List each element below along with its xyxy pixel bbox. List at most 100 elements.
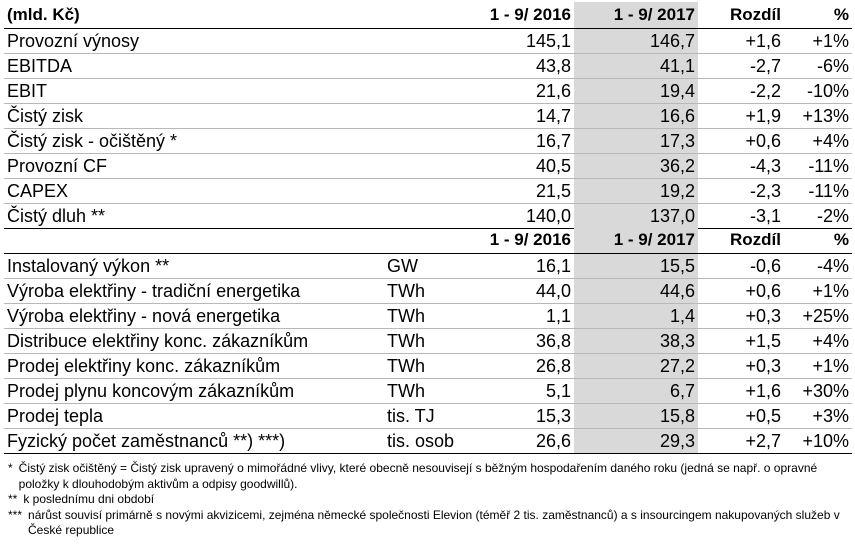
value-2017: 41,1: [574, 53, 698, 79]
footnote-text: k poslednímu dni období: [23, 492, 155, 506]
value-pct: -11%: [784, 153, 852, 179]
table-row: Provozní CF 40,5 36,2 -4,3 -11%: [4, 153, 852, 179]
row-unit: TWh: [384, 303, 474, 329]
table-row: Instalovaný výkon ** GW 16,1 15,5 -0,6 -4%: [4, 253, 852, 279]
value-diff: +1,5: [698, 328, 784, 354]
value-pct: +30%: [784, 378, 852, 404]
row-label: Prodej plynu koncovým zákazníkům: [4, 378, 384, 404]
row-unit: tis. TJ: [384, 403, 474, 429]
value-diff: -2,2: [698, 78, 784, 104]
value-diff: +2,7: [698, 428, 784, 454]
footnote-text: nárůst souvisí primárně s novými akvizic…: [28, 507, 840, 538]
value-2017: 146,7: [574, 28, 698, 54]
row-label: Výroba elektřiny - nová energetika: [4, 303, 384, 329]
row-unit: TWh: [384, 353, 474, 379]
row-unit: TWh: [384, 328, 474, 354]
row-label: Čistý zisk: [4, 103, 474, 129]
table-row: Prodej plynu koncovým zákazníkům TWh 5,1 6,…: [4, 378, 852, 404]
pct-header: %: [784, 227, 852, 254]
value-pct: +10%: [784, 428, 852, 454]
unit-header: (mld. Kč): [4, 2, 474, 29]
value-pct: +13%: [784, 103, 852, 129]
value-diff: -2,3: [698, 178, 784, 204]
value-2017: 17,3: [574, 128, 698, 154]
row-label: Instalovaný výkon **: [4, 253, 384, 279]
footnote-mark: *: [8, 461, 13, 475]
value-diff: -0,6: [698, 253, 784, 279]
value-pct: +1%: [784, 278, 852, 304]
value-2016: 43,8: [474, 53, 574, 79]
footnote-mark: ***: [8, 507, 23, 522]
value-pct: +4%: [784, 128, 852, 154]
row-label: Prodej tepla: [4, 403, 384, 429]
row-label: Čistý zisk - očištěný *: [4, 128, 474, 154]
value-2016: 15,3: [474, 403, 574, 429]
value-2016: 16,1: [474, 253, 574, 279]
table-row: Fyzický počet zaměstnanců **) ***) tis. o…: [4, 428, 852, 454]
value-2017: 137,0: [574, 203, 698, 229]
footnote: * Čistý zisk očištěný = Čistý zisk uprave…: [8, 461, 848, 492]
col-2017-header: 1 - 9/ 2017: [574, 227, 698, 254]
value-pct: -6%: [784, 53, 852, 79]
row-label: Provozní výnosy: [4, 28, 474, 54]
value-2017: 44,6: [574, 278, 698, 304]
value-pct: +4%: [784, 328, 852, 354]
value-2016: 16,7: [474, 128, 574, 154]
row-label: CAPEX: [4, 178, 474, 204]
value-diff: -3,1: [698, 203, 784, 229]
value-2017: 19,2: [574, 178, 698, 204]
footnote: *** nárůst souvisí primárně s novými akvi…: [8, 508, 848, 539]
value-diff: +1,6: [698, 28, 784, 54]
table-row: CAPEX 21,5 19,2 -2,3 -11%: [4, 178, 852, 204]
value-2016: 1,1: [474, 303, 574, 329]
value-2016: 14,7: [474, 103, 574, 129]
footnote: ** k poslednímu dni období: [8, 492, 848, 508]
value-2017: 1,4: [574, 303, 698, 329]
value-pct: -10%: [784, 78, 852, 104]
value-diff: +0,3: [698, 303, 784, 329]
value-2017: 19,4: [574, 78, 698, 104]
row-label: Provozní CF: [4, 153, 474, 179]
table-row: Výroba elektřiny - tradiční energetika TW…: [4, 278, 852, 304]
col-2016-header: 1 - 9/ 2016: [474, 227, 574, 254]
table-row: Čistý zisk 14,7 16,6 +1,9 +13%: [4, 103, 852, 129]
value-diff: +0,6: [698, 278, 784, 304]
operational-table: 1 - 9/ 2016 1 - 9/ 2017 Rozdíl % Instalo…: [4, 227, 852, 454]
value-diff: +1,9: [698, 103, 784, 129]
value-diff: -2,7: [698, 53, 784, 79]
row-label: Výroba elektřiny - tradiční energetika: [4, 278, 384, 304]
table-row: Distribuce elektřiny konc. zákazníkům TWh…: [4, 328, 852, 354]
value-2016: 26,6: [474, 428, 574, 454]
pct-header: %: [784, 2, 852, 29]
value-diff: -4,3: [698, 153, 784, 179]
value-2016: 40,5: [474, 153, 574, 179]
value-pct: +1%: [784, 353, 852, 379]
value-pct: -2%: [784, 203, 852, 229]
value-pct: -4%: [784, 253, 852, 279]
row-unit: TWh: [384, 378, 474, 404]
table-row: EBITDA 43,8 41,1 -2,7 -6%: [4, 53, 852, 79]
footnote-mark: **: [8, 492, 18, 506]
footnote-text: Čistý zisk očištěný = Čistý zisk upraven…: [18, 461, 818, 491]
value-2017: 29,3: [574, 428, 698, 454]
value-2016: 21,5: [474, 178, 574, 204]
diff-header: Rozdíl: [698, 227, 784, 254]
row-label: Čistý dluh **: [4, 203, 474, 229]
row-label: Fyzický počet zaměstnanců **) ***): [4, 428, 384, 454]
value-2016: 36,8: [474, 328, 574, 354]
value-2016: 5,1: [474, 378, 574, 404]
table-row: Prodej elektřiny konc. zákazníkům TWh 26,8…: [4, 353, 852, 379]
row-label: EBIT: [4, 78, 474, 104]
row-label: Distribuce elektřiny konc. zákazníkům: [4, 328, 384, 354]
financial-header-row: (mld. Kč) 1 - 9/ 2016 1 - 9/ 2017 Rozdíl…: [4, 2, 852, 29]
value-pct: +3%: [784, 403, 852, 429]
value-diff: +0,6: [698, 128, 784, 154]
table-row: Výroba elektřiny - nová energetika TWh 1,1…: [4, 303, 852, 329]
value-pct: -11%: [784, 178, 852, 204]
col-2017-header: 1 - 9/ 2017: [574, 2, 698, 29]
row-unit: tis. osob: [384, 428, 474, 454]
value-2017: 38,3: [574, 328, 698, 354]
row-unit: TWh: [384, 278, 474, 304]
row-label: EBITDA: [4, 53, 474, 79]
table-row: EBIT 21,6 19,4 -2,2 -10%: [4, 78, 852, 104]
